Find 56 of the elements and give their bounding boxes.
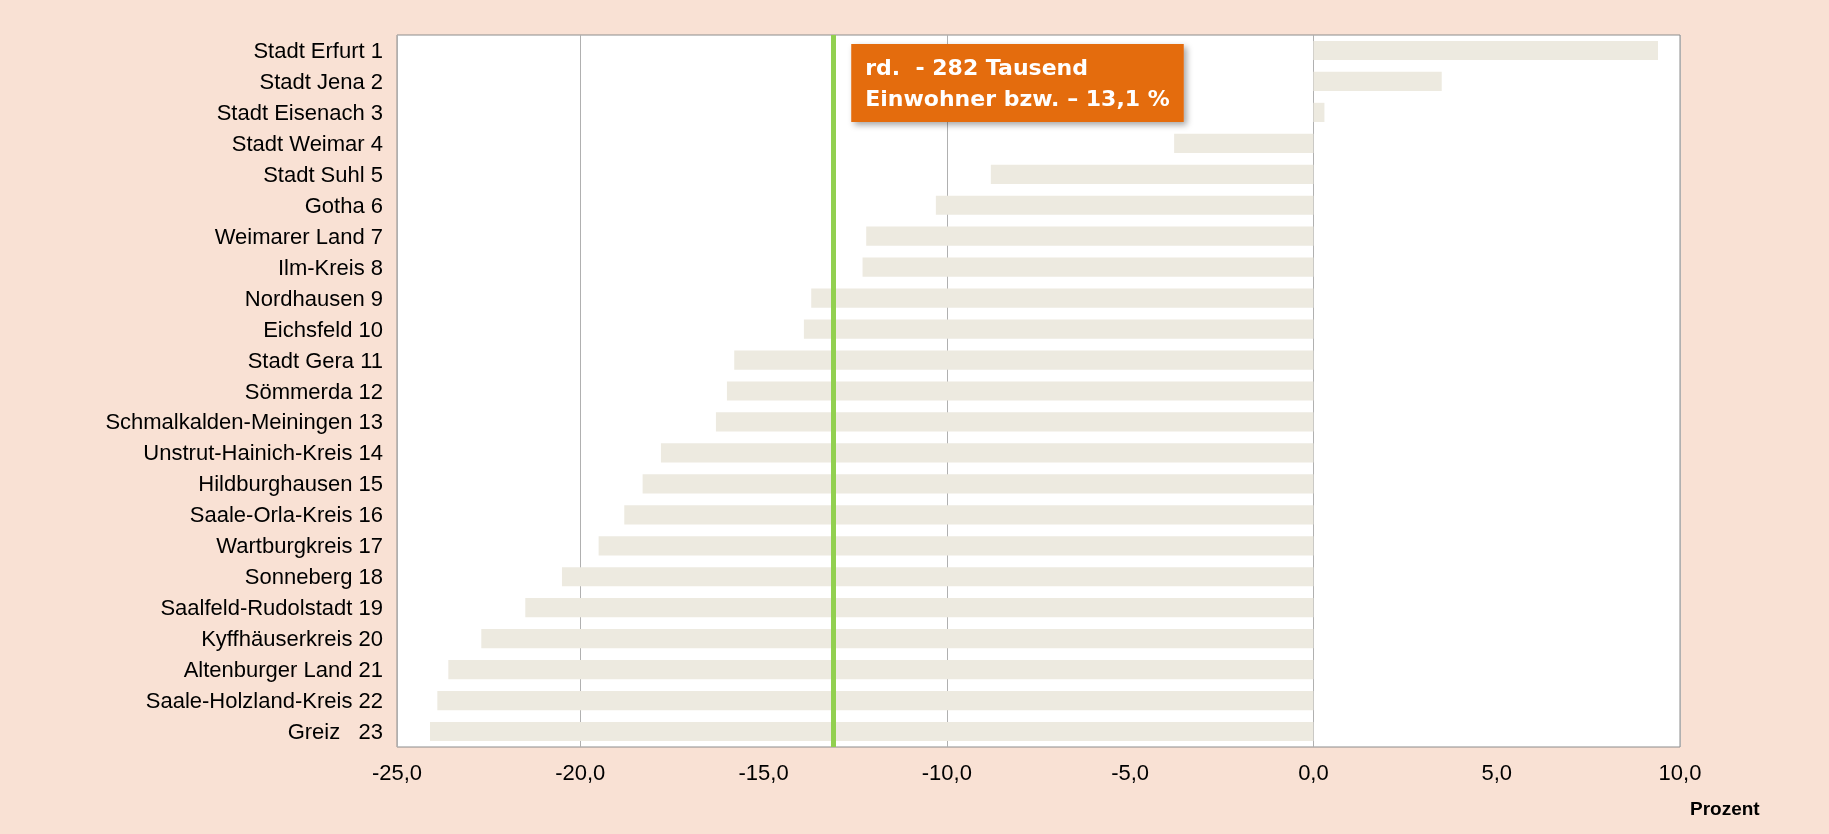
bar [437, 690, 1314, 711]
y-tick-label: Stadt Gera 11 [247, 347, 383, 373]
x-tick-label: -15,0 [738, 759, 789, 785]
bar [726, 381, 1314, 401]
bar [715, 412, 1314, 432]
ref-line-label: rd. - 282 Tausend Einwohner bzw. – 13,1 % [865, 55, 1170, 111]
bar [525, 598, 1314, 618]
bar [1174, 133, 1314, 153]
bar [624, 505, 1314, 525]
y-tick-label: Eichsfeld 10 [263, 316, 383, 342]
bar [1313, 40, 1659, 61]
y-tick-label: Stadt Suhl 5 [263, 161, 383, 187]
y-tick-label: Saale-Holzland-Kreis 22 [145, 688, 383, 714]
bar [803, 319, 1314, 339]
x-axis-title: Prozent [1690, 798, 1761, 819]
y-tick-label: Weimarer Land 7 [214, 223, 383, 249]
y-tick-label: Stadt Erfurt 1 [253, 37, 383, 63]
x-tick-label: -10,0 [921, 759, 972, 785]
y-tick-label: Saale-Orla-Kreis 16 [189, 502, 383, 528]
y-tick-label: Sömmerda 12 [244, 378, 383, 404]
y-tick-label: Sonneberg 18 [244, 564, 383, 590]
y-tick-label: Nordhausen 9 [244, 285, 383, 311]
bar [642, 474, 1314, 494]
y-tick-label: Stadt Weimar 4 [231, 130, 383, 156]
y-tick-label: Altenburger Land 21 [183, 657, 383, 683]
y-tick-label: Schmalkalden-Meiningen 13 [105, 409, 383, 435]
bar [935, 195, 1314, 215]
bar [862, 257, 1314, 277]
y-tick-label: Wartburgkreis 17 [216, 533, 383, 559]
bar [1313, 102, 1325, 122]
x-tick-label: 10,0 [1658, 759, 1702, 785]
x-tick-label: 0,0 [1298, 759, 1329, 785]
y-tick-label: Kyffhäuserkreis 20 [201, 626, 383, 652]
bar [448, 660, 1314, 680]
bar [734, 350, 1314, 370]
bar [481, 629, 1314, 649]
x-tick-label: 5,0 [1481, 759, 1513, 785]
y-tick-label: Hildburghausen 15 [198, 471, 383, 497]
bar [811, 288, 1314, 308]
y-tick-label: Greiz 23 [287, 719, 383, 745]
y-tick-label: Saalfeld-Rudolstadt 19 [160, 595, 383, 621]
y-tick-label: Unstrut-Hainich-Kreis 14 [143, 440, 383, 466]
x-tick-label: -20,0 [555, 759, 606, 785]
y-tick-label: Ilm-Kreis 8 [277, 254, 383, 280]
bar [429, 721, 1314, 742]
bar [561, 567, 1314, 587]
bar [1313, 71, 1442, 92]
y-tick-label: Stadt Jena 2 [259, 68, 383, 94]
x-tick-label: -25,0 [371, 759, 423, 785]
x-tick-label: -5,0 [1111, 759, 1150, 785]
bar [598, 536, 1314, 556]
bar [990, 164, 1314, 184]
bar [660, 443, 1314, 463]
y-tick-label: Gotha 6 [304, 192, 383, 218]
bar [866, 226, 1314, 246]
y-tick-label: Stadt Eisenach 3 [216, 99, 383, 125]
